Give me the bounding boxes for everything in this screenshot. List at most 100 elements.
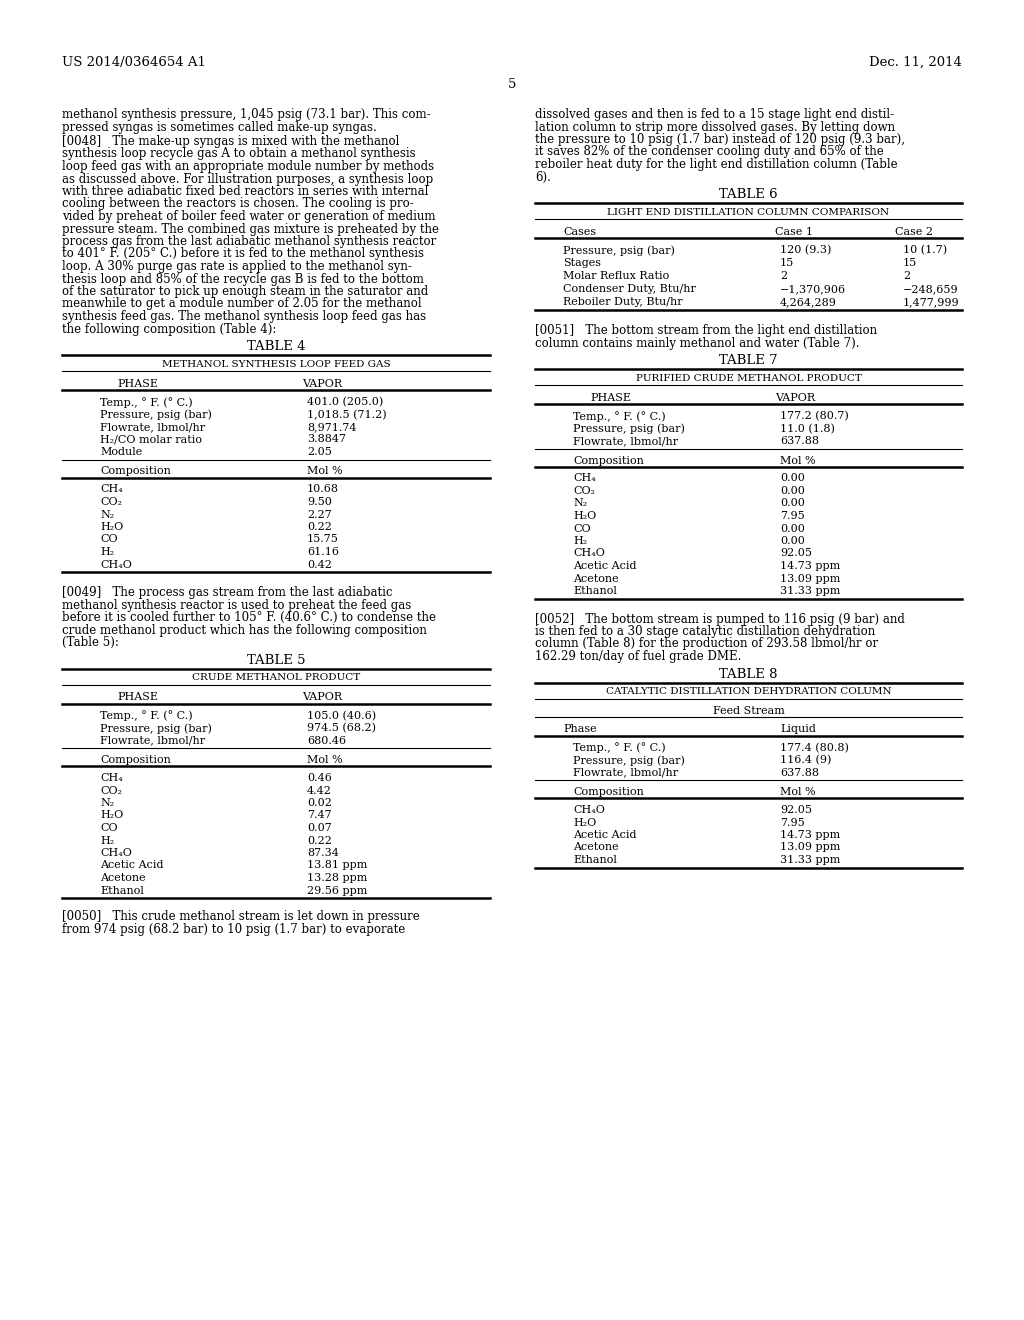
Text: from 974 psig (68.2 bar) to 10 psig (1.7 bar) to evaporate: from 974 psig (68.2 bar) to 10 psig (1.7… <box>62 923 406 936</box>
Text: Flowrate, lbmol/hr: Flowrate, lbmol/hr <box>573 436 678 446</box>
Text: Pressure, psig (bar): Pressure, psig (bar) <box>563 246 675 256</box>
Text: 0.07: 0.07 <box>307 822 332 833</box>
Text: methanol synthesis reactor is used to preheat the feed gas: methanol synthesis reactor is used to pr… <box>62 598 412 611</box>
Text: vided by preheat of boiler feed water or generation of medium: vided by preheat of boiler feed water or… <box>62 210 435 223</box>
Text: lation column to strip more dissolved gases. By letting down: lation column to strip more dissolved ga… <box>535 120 895 133</box>
Text: crude methanol product which has the following composition: crude methanol product which has the fol… <box>62 623 427 636</box>
Text: with three adiabatic fixed bed reactors in series with internal: with three adiabatic fixed bed reactors … <box>62 185 428 198</box>
Text: 7.95: 7.95 <box>780 511 805 521</box>
Text: the following composition (Table 4):: the following composition (Table 4): <box>62 322 276 335</box>
Text: 2.27: 2.27 <box>307 510 332 520</box>
Text: Acetone: Acetone <box>100 873 145 883</box>
Text: Flowrate, lbmol/hr: Flowrate, lbmol/hr <box>100 735 205 746</box>
Text: H₂: H₂ <box>573 536 587 546</box>
Text: 637.88: 637.88 <box>780 436 819 446</box>
Text: N₂: N₂ <box>100 510 114 520</box>
Text: H₂O: H₂O <box>100 521 123 532</box>
Text: 0.42: 0.42 <box>307 560 332 569</box>
Text: 11.0 (1.8): 11.0 (1.8) <box>780 424 835 434</box>
Text: H₂: H₂ <box>100 546 114 557</box>
Text: METHANOL SYNTHESIS LOOP FEED GAS: METHANOL SYNTHESIS LOOP FEED GAS <box>162 360 390 370</box>
Text: it saves 82% of the condenser cooling duty and 65% of the: it saves 82% of the condenser cooling du… <box>535 145 884 158</box>
Text: synthesis loop recycle gas A to obtain a methanol synthesis: synthesis loop recycle gas A to obtain a… <box>62 148 416 161</box>
Text: Composition: Composition <box>573 787 644 797</box>
Text: N₂: N₂ <box>100 799 114 808</box>
Text: PURIFIED CRUDE METHANOL PRODUCT: PURIFIED CRUDE METHANOL PRODUCT <box>636 374 861 383</box>
Text: Pressure, psig (bar): Pressure, psig (bar) <box>573 755 685 766</box>
Text: 13.28 ppm: 13.28 ppm <box>307 873 368 883</box>
Text: Temp., ° F. (° C.): Temp., ° F. (° C.) <box>573 411 666 422</box>
Text: 0.46: 0.46 <box>307 774 332 783</box>
Text: to 401° F. (205° C.) before it is fed to the methanol synthesis: to 401° F. (205° C.) before it is fed to… <box>62 248 424 260</box>
Text: [0048]   The make-up syngas is mixed with the methanol: [0048] The make-up syngas is mixed with … <box>62 135 399 148</box>
Text: thesis loop and 85% of the recycle gas B is fed to the bottom: thesis loop and 85% of the recycle gas B… <box>62 272 424 285</box>
Text: H₂O: H₂O <box>573 817 596 828</box>
Text: 7.95: 7.95 <box>780 817 805 828</box>
Text: CH₄: CH₄ <box>100 774 123 783</box>
Text: 15: 15 <box>903 257 918 268</box>
Text: of the saturator to pick up enough steam in the saturator and: of the saturator to pick up enough steam… <box>62 285 428 298</box>
Text: CO: CO <box>100 535 118 544</box>
Text: 2: 2 <box>903 271 910 281</box>
Text: H₂/CO molar ratio: H₂/CO molar ratio <box>100 434 202 445</box>
Text: 15.75: 15.75 <box>307 535 339 544</box>
Text: Acetone: Acetone <box>573 842 618 853</box>
Text: US 2014/0364654 A1: US 2014/0364654 A1 <box>62 55 206 69</box>
Text: [0049]   The process gas stream from the last adiabatic: [0049] The process gas stream from the l… <box>62 586 392 599</box>
Text: Flowrate, lbmol/hr: Flowrate, lbmol/hr <box>573 767 678 777</box>
Text: 15: 15 <box>780 257 795 268</box>
Text: TABLE 5: TABLE 5 <box>247 653 305 667</box>
Text: as discussed above. For illustration purposes, a synthesis loop: as discussed above. For illustration pur… <box>62 173 433 186</box>
Text: CH₄O: CH₄O <box>573 805 605 814</box>
Text: 61.16: 61.16 <box>307 546 339 557</box>
Text: TABLE 6: TABLE 6 <box>719 187 778 201</box>
Text: N₂: N₂ <box>573 499 587 508</box>
Text: Pressure, psig (bar): Pressure, psig (bar) <box>100 723 212 734</box>
Text: 13.81 ppm: 13.81 ppm <box>307 861 368 870</box>
Text: 92.05: 92.05 <box>780 805 812 814</box>
Text: 13.09 ppm: 13.09 ppm <box>780 842 841 853</box>
Text: 3.8847: 3.8847 <box>307 434 346 445</box>
Text: CO₂: CO₂ <box>100 785 122 796</box>
Text: Temp., ° F. (° C.): Temp., ° F. (° C.) <box>100 710 193 721</box>
Text: Acetone: Acetone <box>573 573 618 583</box>
Text: 0.00: 0.00 <box>780 499 805 508</box>
Text: Pressure, psig (bar): Pressure, psig (bar) <box>100 409 212 420</box>
Text: before it is cooled further to 105° F. (40.6° C.) to condense the: before it is cooled further to 105° F. (… <box>62 611 436 624</box>
Text: 14.73 ppm: 14.73 ppm <box>780 561 841 572</box>
Text: pressed syngas is sometimes called make-up syngas.: pressed syngas is sometimes called make-… <box>62 120 377 133</box>
Text: 4,264,289: 4,264,289 <box>780 297 837 308</box>
Text: 177.2 (80.7): 177.2 (80.7) <box>780 411 849 421</box>
Text: column contains mainly methanol and water (Table 7).: column contains mainly methanol and wate… <box>535 337 859 350</box>
Text: Molar Reflux Ratio: Molar Reflux Ratio <box>563 271 670 281</box>
Text: VAPOR: VAPOR <box>775 393 815 403</box>
Text: −1,370,906: −1,370,906 <box>780 284 846 294</box>
Text: Mol %: Mol % <box>780 455 816 466</box>
Text: CO₂: CO₂ <box>100 498 122 507</box>
Text: TABLE 4: TABLE 4 <box>247 341 305 352</box>
Text: 974.5 (68.2): 974.5 (68.2) <box>307 723 376 734</box>
Text: [0052]   The bottom stream is pumped to 116 psig (9 bar) and: [0052] The bottom stream is pumped to 11… <box>535 612 905 626</box>
Text: 1,477,999: 1,477,999 <box>903 297 959 308</box>
Text: column (Table 8) for the production of 293.58 lbmol/hr or: column (Table 8) for the production of 2… <box>535 638 879 651</box>
Text: 0.00: 0.00 <box>780 474 805 483</box>
Text: Phase: Phase <box>563 725 597 734</box>
Text: synthesis feed gas. The methanol synthesis loop feed gas has: synthesis feed gas. The methanol synthes… <box>62 310 426 323</box>
Text: dissolved gases and then is fed to a 15 stage light end distil-: dissolved gases and then is fed to a 15 … <box>535 108 894 121</box>
Text: CO: CO <box>573 524 591 533</box>
Text: 10.68: 10.68 <box>307 484 339 495</box>
Text: CO: CO <box>100 822 118 833</box>
Text: 0.00: 0.00 <box>780 524 805 533</box>
Text: 5: 5 <box>508 78 516 91</box>
Text: Case 2: Case 2 <box>895 227 933 238</box>
Text: process gas from the last adiabatic methanol synthesis reactor: process gas from the last adiabatic meth… <box>62 235 436 248</box>
Text: VAPOR: VAPOR <box>302 379 342 389</box>
Text: Feed Stream: Feed Stream <box>713 705 784 715</box>
Text: CH₄O: CH₄O <box>100 560 132 569</box>
Text: [0050]   This crude methanol stream is let down in pressure: [0050] This crude methanol stream is let… <box>62 909 420 923</box>
Text: 120 (9.3): 120 (9.3) <box>780 246 831 255</box>
Text: (Table 5):: (Table 5): <box>62 636 119 649</box>
Text: CATALYTIC DISTILLATION DEHYDRATION COLUMN: CATALYTIC DISTILLATION DEHYDRATION COLUM… <box>605 688 891 697</box>
Text: Acetic Acid: Acetic Acid <box>573 830 637 840</box>
Text: H₂: H₂ <box>100 836 114 846</box>
